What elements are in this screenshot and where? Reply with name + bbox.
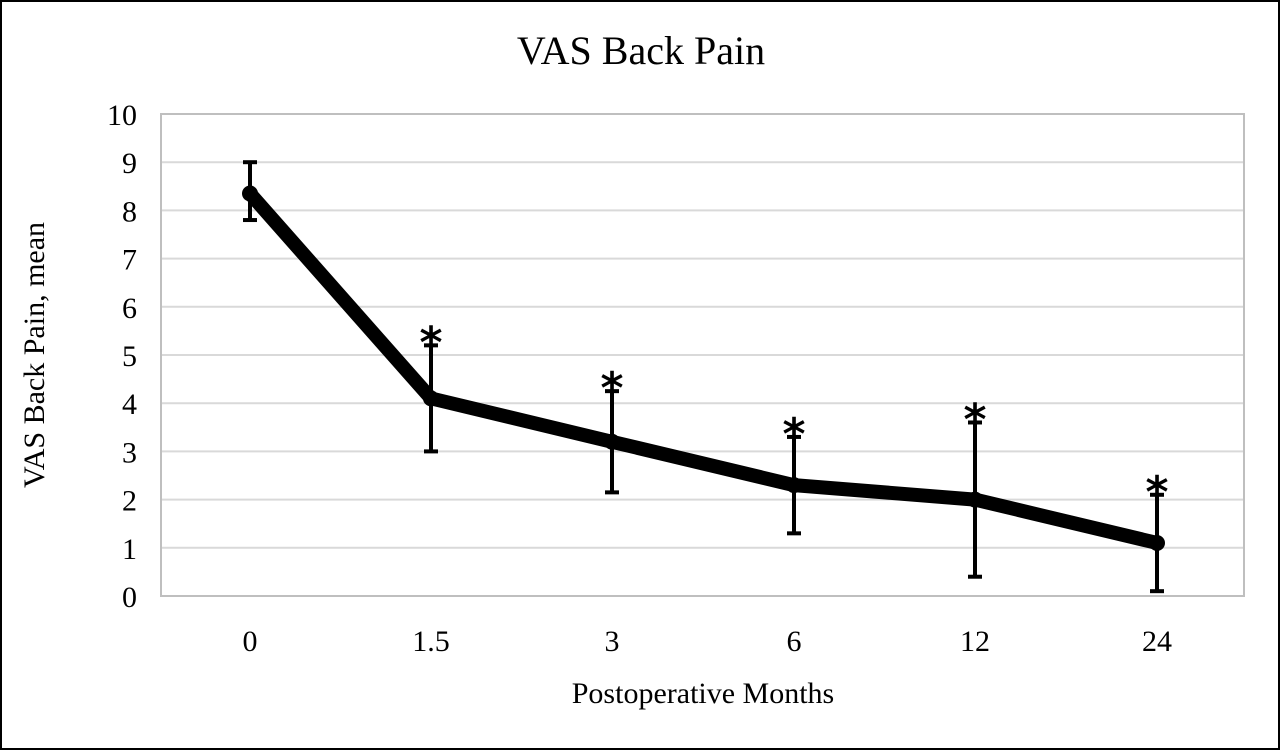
data-point [604,433,620,450]
y-tick-label: 9 [122,147,137,180]
significance-marks: * * * * * [419,317,1168,517]
y-tick-label: 5 [122,340,137,373]
data-point [423,390,439,407]
y-tick-label: 7 [122,244,137,277]
y-tick-label: 0 [122,581,137,614]
y-tick-label: 3 [122,436,137,469]
x-tick-label: 0 [243,625,258,658]
y-tick-label: 2 [122,485,137,518]
error-bars [243,160,1164,594]
y-tick-label: 1 [122,533,137,566]
chart-title: VAS Back Pain [517,28,765,73]
significance-star: * [1145,467,1168,518]
x-tick-label: 24 [1142,625,1172,658]
y-axis-label: VAS Back Pain, mean [18,222,51,488]
y-tick-label: 8 [122,195,137,228]
data-point [1149,534,1165,551]
data-point [242,185,258,202]
x-tick-label: 1.5 [412,625,450,658]
y-tick-label: 4 [122,388,137,421]
x-tick-label: 6 [787,625,802,658]
x-tick-label: 3 [605,625,620,658]
significance-star: * [782,409,805,460]
series-line-group [242,185,1165,551]
x-tick-label: 12 [960,625,990,658]
significance-star: * [600,363,623,414]
series-line [243,186,1164,550]
significance-star: * [419,317,442,368]
significance-star: * [963,394,986,445]
y-tick-label: 6 [122,292,137,325]
x-tick-labels: 0 1.5 3 6 12 24 [243,625,1173,658]
x-axis-label: Postoperative Months [572,677,835,710]
plot-area-border [160,113,1245,597]
y-tick-labels: 0 1 2 3 4 5 6 7 8 9 10 [107,99,137,614]
y-tick-label: 10 [107,99,137,132]
data-point [786,477,802,494]
data-point [967,491,983,508]
